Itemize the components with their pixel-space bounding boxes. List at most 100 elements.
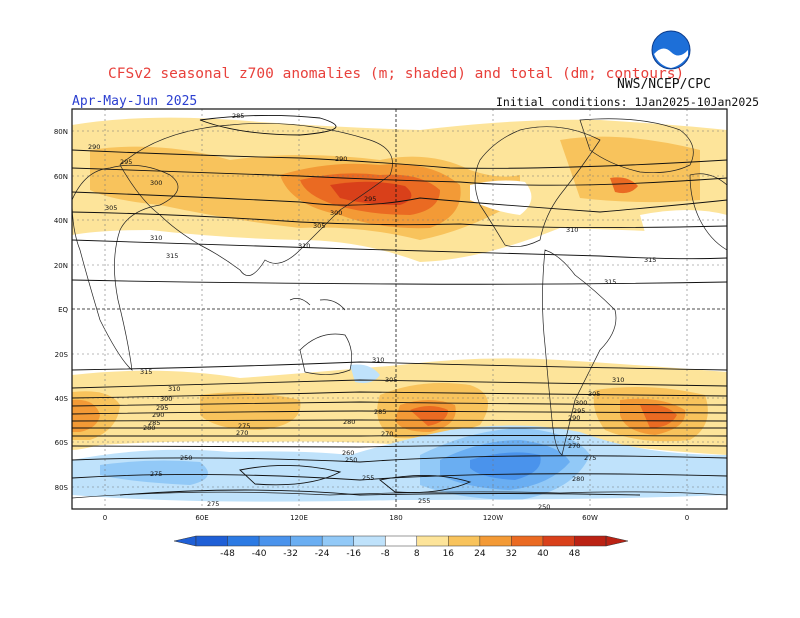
contour-label: 275 <box>207 500 219 508</box>
contour-label: 305 <box>588 390 600 398</box>
colorbar-label: 16 <box>443 549 455 559</box>
contour-label: 270 <box>381 430 393 438</box>
colorbar-swatch <box>542 536 575 546</box>
colorbar-swatch <box>227 536 260 546</box>
colorbar-swatch <box>385 536 418 546</box>
colorbar-swatch <box>322 536 354 546</box>
contour-label: 305 <box>105 204 117 212</box>
contour-label: 290 <box>152 411 164 419</box>
contour-label: 310 <box>566 226 578 234</box>
contour-label: 255 <box>362 474 374 482</box>
contour-label: 270 <box>236 429 248 437</box>
agency-label: NWS/NCEP/CPC <box>617 77 711 92</box>
colorbar-arrow-right <box>605 535 629 547</box>
contour-label: 315 <box>644 256 656 264</box>
contour-label: 295 <box>573 407 585 415</box>
colorbar-label: -40 <box>252 549 267 559</box>
lon-label: 60E <box>195 514 208 522</box>
colorbar-label: 24 <box>474 549 486 559</box>
latitude-labels: 80N 60N 40N 20N EQ 20S 40S 60S 80S <box>54 128 69 492</box>
colorbar-swatch <box>196 536 228 546</box>
colorbar-label: -48 <box>220 549 235 559</box>
contour-label: 295 <box>364 195 376 203</box>
colorbar-label: -16 <box>346 549 361 559</box>
contour-label: 275 <box>150 470 162 478</box>
lat-label: 60S <box>55 439 69 447</box>
colorbar-label: 40 <box>537 549 549 559</box>
contour-label: 315 <box>604 278 616 286</box>
lon-label: 120E <box>290 514 308 522</box>
lat-label: 40S <box>55 395 69 403</box>
colorbar-frame <box>195 535 607 547</box>
contour-label: 280 <box>143 424 155 432</box>
contour-label: 315 <box>140 368 152 376</box>
contour-label: 275 <box>568 434 580 442</box>
contour-label: 310 <box>298 242 310 250</box>
lat-label: 20S <box>55 351 69 359</box>
lat-label: EQ <box>58 306 68 314</box>
lon-label: 180 <box>389 514 402 522</box>
initial-conditions: Initial conditions: 1Jan2025-10Jan2025 <box>496 95 760 109</box>
colorbar-arrow-left <box>173 535 197 547</box>
contour-label: 275 <box>584 454 596 462</box>
contour-label: 250 <box>538 503 550 511</box>
colorbar-swatch <box>259 536 291 546</box>
contour-label: 270 <box>568 442 580 450</box>
colorbar-swatch <box>416 536 449 546</box>
contour-label: 310 <box>168 385 180 393</box>
contour-label: 260 <box>342 449 354 457</box>
lon-label: 60W <box>582 514 598 522</box>
contour-label: 290 <box>335 155 347 163</box>
contour-label: 280 <box>343 418 355 426</box>
contour-label: 275 <box>238 422 250 430</box>
colorbar-label: 32 <box>506 549 517 559</box>
lat-label: 40N <box>54 217 68 225</box>
contour-label: 290 <box>568 414 580 422</box>
contour-lines <box>72 114 727 496</box>
contour-label: 280 <box>572 475 584 483</box>
lon-label: 0 <box>685 514 689 522</box>
contour-label: 290 <box>88 143 100 151</box>
noaa-logo-icon <box>651 30 691 70</box>
colorbar-label: 8 <box>414 549 420 559</box>
contour-label: 310 <box>150 234 162 242</box>
contour-label: 285 <box>148 419 160 427</box>
colorbar-swatch <box>353 536 386 546</box>
colorbar-swatch <box>448 536 481 546</box>
equator-dateline <box>72 109 727 509</box>
contour-label: 250 <box>345 456 357 464</box>
colorbar-swatch <box>479 536 512 546</box>
contour-label: 310 <box>372 356 384 364</box>
contour-labels: 285 290 290 295 295 300 300 305 305 310 … <box>88 112 656 511</box>
contour-label: 305 <box>385 376 397 384</box>
lon-label: 0 <box>103 514 107 522</box>
longitude-labels: 0 60E 120E 180 120W 60W 0 <box>103 514 689 522</box>
colorbar-swatch <box>574 536 607 546</box>
contour-label: 295 <box>120 158 132 166</box>
lat-label: 20N <box>54 262 68 270</box>
contour-label: 310 <box>612 376 624 384</box>
lat-label: 80N <box>54 128 68 136</box>
contour-label: 300 <box>330 209 342 217</box>
contour-label: 300 <box>575 399 587 407</box>
contour-label: 255 <box>418 497 430 505</box>
lat-label: 60N <box>54 173 68 181</box>
contour-label: 250 <box>180 454 192 462</box>
contour-label: 285 <box>374 408 386 416</box>
colorbar-label: -8 <box>381 549 390 559</box>
contour-label: 300 <box>160 395 172 403</box>
colorbar-label: -32 <box>283 549 298 559</box>
contour-label: 295 <box>156 404 168 412</box>
forecast-period: Apr-May-Jun 2025 <box>72 94 198 109</box>
colorbar-label: 48 <box>569 549 581 559</box>
lon-label: 120W <box>483 514 503 522</box>
contour-label: 305 <box>313 222 325 230</box>
plot-frame <box>71 108 728 510</box>
colorbar: -48 -40 -32 -24 -16 -8 8 16 24 32 40 48 <box>173 535 629 559</box>
contour-label: 300 <box>150 179 162 187</box>
contour-label: 315 <box>166 252 178 260</box>
colorbar-swatch <box>511 536 544 546</box>
chart-title: CFSv2 seasonal z700 anomalies (m; shaded… <box>108 66 685 82</box>
colorbar-swatch <box>290 536 323 546</box>
